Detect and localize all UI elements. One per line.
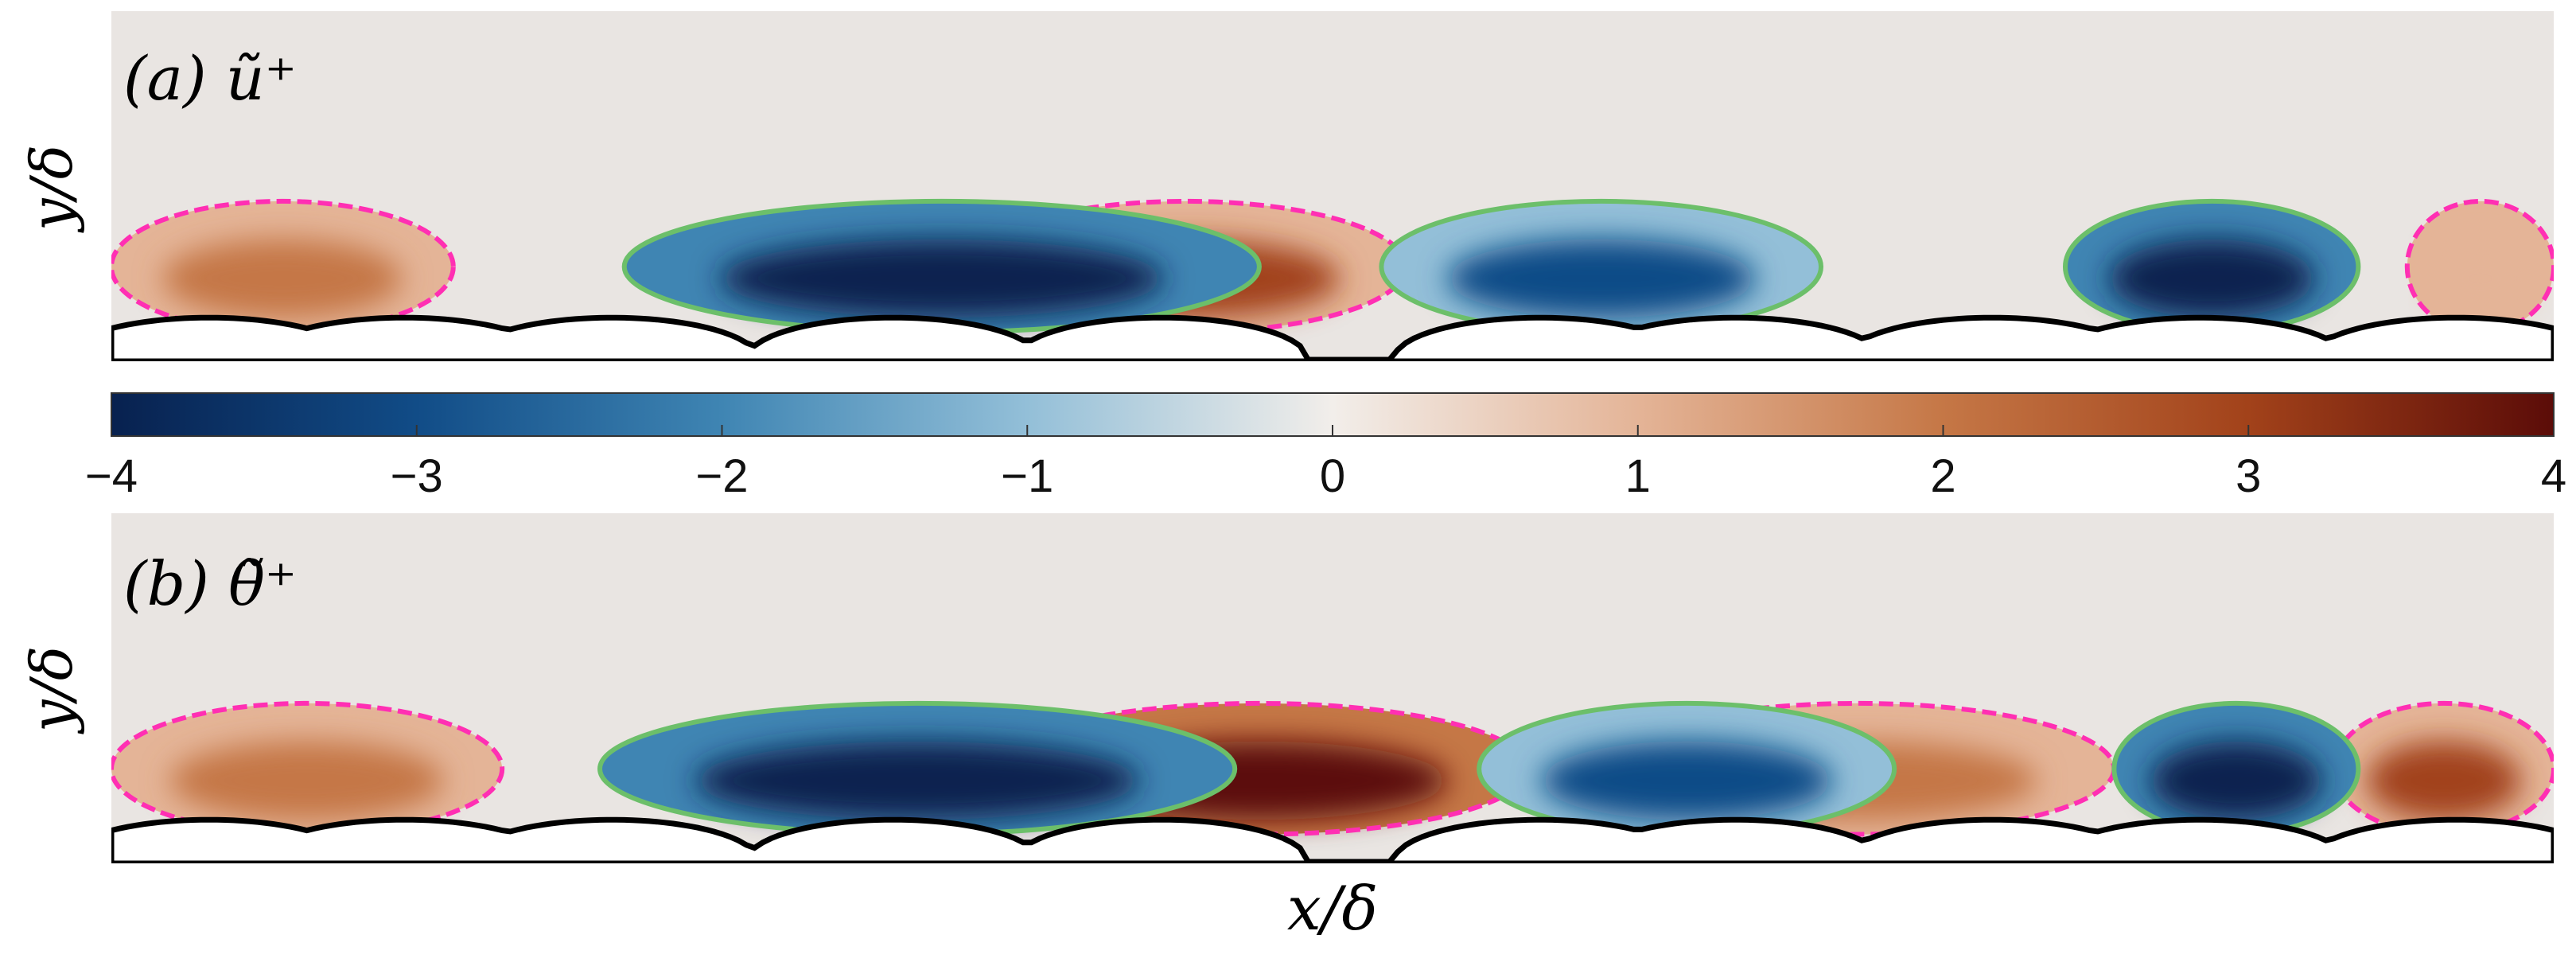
- panel-a-ylabel: y/δ: [18, 145, 85, 233]
- colorbar-tick-label: −4: [85, 450, 138, 502]
- negative-region-core: [719, 239, 1165, 318]
- colorbar-tick-label: −1: [1001, 450, 1053, 502]
- negative-region-core: [695, 741, 1140, 820]
- colorbar-tick-label: 3: [2236, 450, 2261, 502]
- colorbar-tick-label: 4: [2541, 450, 2566, 502]
- panel-b-label: (b) θ̃⁺: [123, 548, 297, 619]
- x-axis-label: x/δ: [1287, 873, 1378, 944]
- panel-a: (a) ũ⁺ y/δ: [18, 11, 2554, 361]
- panel-a-label: (a) ũ⁺: [123, 43, 297, 114]
- positive-region-core: [162, 239, 403, 318]
- positive-region-core: [169, 741, 444, 820]
- colorbar-tick-label: 1: [1625, 450, 1651, 502]
- roughness-outline: [111, 314, 2554, 361]
- colorbar-tick-label: 2: [1930, 450, 1955, 502]
- positive-region-core: [2429, 239, 2532, 318]
- colorbar-tick-label: 0: [1320, 450, 1345, 502]
- colorbar-tick-label: −2: [695, 450, 748, 502]
- negative-region-core: [2150, 741, 2322, 820]
- colorbar: −4 −3 −2 −1 0 1 2 3 4: [85, 392, 2566, 502]
- negative-region-core: [2109, 239, 2315, 318]
- colorbar-ticks: −4 −3 −2 −1 0 1 2 3 4: [85, 425, 2566, 502]
- panel-b-field: [111, 700, 2554, 863]
- positive-region-core: [2367, 741, 2521, 820]
- panel-b-ylabel: y/δ: [18, 646, 85, 734]
- negative-region-core: [1541, 741, 1832, 820]
- negative-region-core: [1447, 239, 1756, 318]
- roughness-outline: [111, 816, 2554, 863]
- panel-b: (b) θ̃⁺ y/δ x/δ: [18, 513, 2554, 944]
- colorbar-tick-label: −3: [391, 450, 443, 502]
- panel-a-field: [111, 198, 2554, 361]
